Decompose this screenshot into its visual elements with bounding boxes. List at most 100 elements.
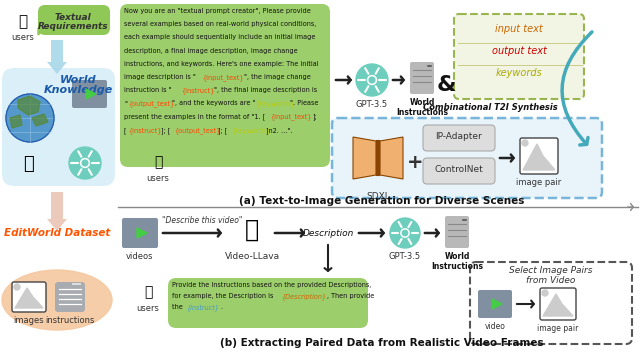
Text: ". Please: ". Please [290,100,318,106]
Text: ": " [124,100,127,106]
Text: ControlNet: ControlNet [435,165,483,174]
Circle shape [390,218,420,248]
Text: World
Instructions: World Instructions [396,98,448,118]
Text: ];: ]; [312,114,317,120]
Polygon shape [353,137,376,179]
Ellipse shape [2,270,112,330]
Text: image pair: image pair [538,324,579,333]
Text: World
Instructions: World Instructions [431,252,483,272]
Text: 👤: 👤 [19,14,28,29]
Text: {instruct}: {instruct} [186,304,219,311]
Text: Now you are an "textual prompt creator", Please provide: Now you are an "textual prompt creator",… [124,8,311,14]
Text: Requirements: Requirements [38,22,108,31]
Text: World: World [60,75,96,85]
Text: 👤: 👤 [144,285,152,299]
Text: +: + [407,153,423,172]
Circle shape [82,160,88,166]
Polygon shape [523,144,555,170]
FancyBboxPatch shape [540,288,576,320]
FancyBboxPatch shape [332,118,602,198]
Text: for example, the Description is: for example, the Description is [172,293,275,299]
Circle shape [14,284,20,290]
FancyArrow shape [47,40,67,74]
Text: .: . [220,304,222,310]
Text: Select Image Pairs
from Video: Select Image Pairs from Video [509,266,593,285]
FancyBboxPatch shape [168,278,368,328]
Circle shape [369,77,375,83]
Polygon shape [15,288,43,308]
Text: {instruct}: {instruct} [128,127,161,133]
Text: ", the image change: ", the image change [244,74,311,80]
Text: {input_text}: {input_text} [202,74,243,81]
Text: 🦙: 🦙 [22,155,33,173]
Text: {instruct}: {instruct} [181,87,214,94]
Text: EditWorld Dataset: EditWorld Dataset [4,228,110,238]
Polygon shape [137,228,147,238]
Circle shape [81,159,90,168]
Text: ]n2. ...".: ]n2. ...". [266,127,292,133]
FancyBboxPatch shape [423,158,495,184]
Text: video: video [484,322,506,331]
Text: instructions, and keywords. Here's one example: The initial: instructions, and keywords. Here's one e… [124,61,319,67]
FancyBboxPatch shape [520,138,558,174]
Polygon shape [86,89,96,99]
Text: GPT-3.5: GPT-3.5 [356,100,388,109]
FancyBboxPatch shape [2,68,115,186]
Text: {output_text}: {output_text} [128,100,174,107]
Text: input text: input text [495,24,543,34]
Text: instruction is ": instruction is " [124,87,172,93]
FancyBboxPatch shape [55,282,85,312]
Text: {output_text}: {output_text} [174,127,220,133]
Text: {keywords}: {keywords} [231,127,270,133]
Circle shape [542,290,548,296]
Text: videos: videos [126,252,154,261]
Polygon shape [38,28,44,35]
Text: &: & [436,75,456,95]
Polygon shape [543,294,573,316]
FancyBboxPatch shape [445,216,469,248]
Text: Combinational T2I Synthesis: Combinational T2I Synthesis [422,103,557,112]
Circle shape [356,64,388,96]
Text: users: users [136,304,159,313]
Text: Knowledge: Knowledge [44,85,113,95]
Text: present the examples in the format of "1. [: present the examples in the format of "1… [124,114,265,120]
Text: ", the final image description is: ", the final image description is [214,87,317,93]
Text: Provide the Instructions based on the provided Descriptions,: Provide the Instructions based on the pr… [172,282,371,288]
FancyBboxPatch shape [120,4,330,167]
Text: {input_text}: {input_text} [270,114,312,120]
Text: ", and the keywords are ": ", and the keywords are " [172,100,255,106]
Text: users: users [147,174,170,183]
FancyBboxPatch shape [72,80,107,108]
Circle shape [367,76,376,84]
Text: ]; [: ]; [ [218,127,227,133]
Text: {keywords}: {keywords} [255,100,294,107]
Text: 🦙: 🦙 [245,218,259,242]
Text: output text: output text [492,46,547,56]
Text: Description: Description [302,229,354,238]
Text: image pair: image pair [516,178,562,187]
Text: SDXL: SDXL [366,192,390,201]
Text: (b) Extracting Paired Data from Realistic Video Frames: (b) Extracting Paired Data from Realisti… [220,338,544,348]
Text: the: the [172,304,185,310]
FancyBboxPatch shape [12,282,46,312]
FancyBboxPatch shape [454,14,584,99]
Text: image description is ": image description is " [124,74,196,80]
Polygon shape [380,137,403,179]
Text: users: users [12,33,35,42]
FancyBboxPatch shape [478,290,512,318]
Text: 👤: 👤 [154,155,162,169]
FancyBboxPatch shape [410,62,434,94]
Circle shape [6,94,54,142]
Text: Video-LLava: Video-LLava [225,252,280,261]
Text: description, a final image description, image change: description, a final image description, … [124,48,298,54]
Polygon shape [18,96,40,115]
Text: each example should sequentially include an initial image: each example should sequentially include… [124,34,316,40]
Text: Textual: Textual [54,13,92,22]
FancyBboxPatch shape [38,5,110,35]
Circle shape [401,229,409,237]
Polygon shape [32,114,48,126]
FancyArrow shape [47,192,67,231]
Text: IP-Adapter: IP-Adapter [436,132,483,141]
Text: keywords: keywords [495,68,542,78]
Polygon shape [10,115,22,128]
